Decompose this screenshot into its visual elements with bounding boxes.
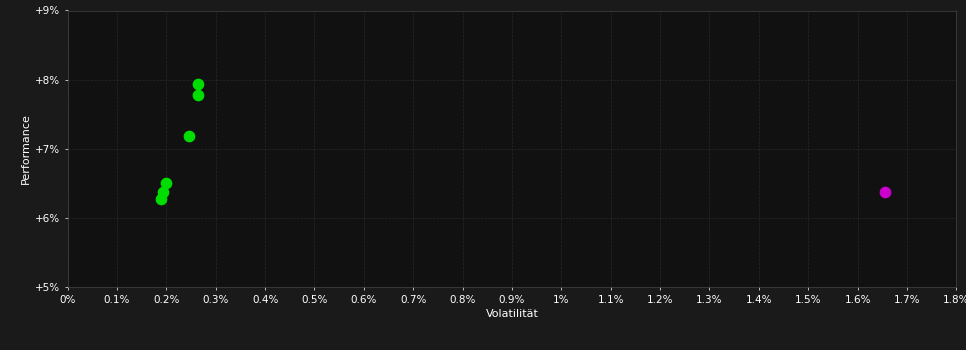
- Point: [156, 189, 171, 194]
- Point: [158, 181, 174, 186]
- Point: [190, 82, 206, 87]
- X-axis label: Volatilität: Volatilität: [486, 309, 538, 319]
- Point: [154, 196, 169, 201]
- Point: [190, 92, 206, 98]
- Point: [877, 189, 893, 194]
- Point: [181, 133, 196, 139]
- Y-axis label: Performance: Performance: [20, 113, 31, 184]
